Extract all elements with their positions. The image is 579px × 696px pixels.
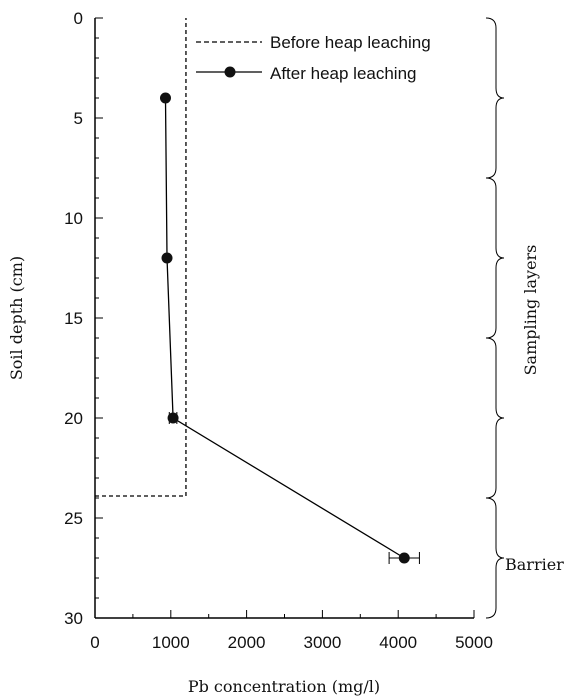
x-tick-label: 1000	[152, 633, 190, 652]
y-tick-label: 25	[64, 509, 83, 528]
data-point	[159, 92, 171, 104]
bracket-annotations	[485, 17, 505, 619]
series-layer	[95, 18, 420, 564]
legend-label-after: After heap leaching	[270, 64, 417, 83]
x-tick-label: 4000	[379, 633, 417, 652]
y-tick-label: 0	[74, 9, 83, 28]
data-point	[398, 552, 410, 564]
barrier-label: Barrier	[505, 555, 564, 574]
sampling-layer-bracket	[485, 17, 505, 179]
y-tick-label: 15	[64, 309, 83, 328]
x-tick-label: 3000	[303, 633, 341, 652]
sampling-layers-label: Sampling layers	[521, 245, 540, 376]
sampling-layer-bracket	[485, 177, 505, 339]
legend: Before heap leaching After heap leaching	[196, 33, 431, 83]
x-tick-label: 2000	[228, 633, 266, 652]
data-point	[167, 412, 179, 424]
series-after-heap-leaching-line	[164, 97, 405, 559]
data-point	[161, 252, 173, 264]
plot-area	[94, 18, 474, 619]
x-axis-ticks: 0 1000 2000 3000 4000 5000	[90, 610, 493, 652]
series-before-heap-leaching-line	[95, 18, 187, 497]
y-tick-label: 20	[64, 409, 83, 428]
y-tick-label: 10	[64, 209, 83, 228]
legend-marker-after	[224, 66, 236, 78]
barrier-bracket	[485, 497, 505, 619]
sampling-layer-bracket	[485, 337, 505, 499]
x-axis-title: Pb concentration (mg/l)	[188, 677, 380, 696]
y-tick-label: 30	[64, 609, 83, 628]
x-tick-label: 0	[90, 633, 99, 652]
x-tick-label: 5000	[455, 633, 493, 652]
y-tick-label: 5	[74, 109, 83, 128]
legend-label-before: Before heap leaching	[270, 33, 431, 52]
y-axis-title: Soil depth (cm)	[7, 256, 26, 380]
y-axis-ticks: 0 5 10 15 20 25 30	[64, 9, 103, 628]
